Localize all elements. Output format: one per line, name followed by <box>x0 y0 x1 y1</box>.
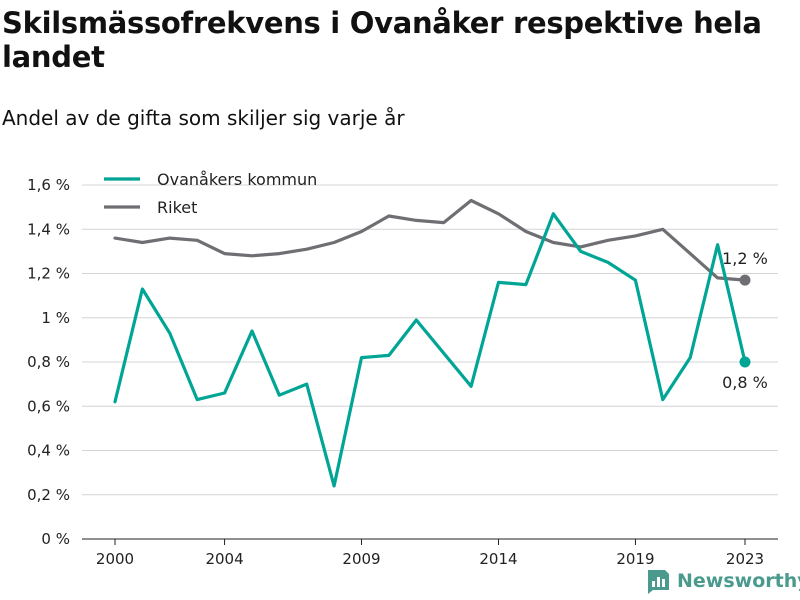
brand-name: Newsworthy <box>677 570 800 592</box>
brand-logo: Newsworthy <box>645 568 800 594</box>
chart-title: Skilsmässofrekvens i Ovanåker respektive… <box>2 6 762 74</box>
y-tick-label: 0,8 % <box>27 353 70 371</box>
legend-label: Riket <box>157 198 197 217</box>
end-value-label: 0,8 % <box>722 373 768 392</box>
y-tick-label: 0,2 % <box>27 486 70 504</box>
series-lines <box>113 198 747 488</box>
end-point-marker <box>739 274 751 286</box>
x-tick-label: 2014 <box>479 550 517 568</box>
x-tick-label: 2009 <box>342 550 380 568</box>
x-tick-label: 2023 <box>726 550 764 568</box>
y-tick-label: 0,6 % <box>27 397 70 415</box>
series-line <box>113 198 747 282</box>
y-tick-label: 0,4 % <box>27 442 70 460</box>
end-point-marker <box>739 356 751 368</box>
x-tick-label: 2019 <box>616 550 654 568</box>
series-line <box>113 212 747 488</box>
chart-subtitle: Andel av de gifta som skiljer sig varje … <box>2 106 405 130</box>
end-value-label: 1,2 % <box>722 249 768 268</box>
newsworthy-logo-icon <box>648 570 669 594</box>
gridlines <box>82 184 778 540</box>
y-tick-label: 1,4 % <box>27 220 70 238</box>
y-tick-label: 1 % <box>41 309 70 327</box>
y-tick-label: 1,6 % <box>27 176 70 194</box>
legend-label: Ovanåkers kommun <box>157 170 317 189</box>
series-end-markers: 1,2 % 0,8 % <box>722 249 768 392</box>
y-axis: 0 % 0,2 % 0,4 % 0,6 % 0,8 % 1 % 1,2 % 1,4 % 1,6 … <box>27 176 70 548</box>
x-tick-label: 2004 <box>205 550 243 568</box>
x-axis: 2000 2004 2009 2014 2019 2023 <box>96 539 764 568</box>
legend: Ovanåkers kommun Riket <box>104 170 317 217</box>
y-tick-label: 0 % <box>41 530 70 548</box>
x-tick-label: 2000 <box>96 550 134 568</box>
y-tick-label: 1,2 % <box>27 265 70 283</box>
